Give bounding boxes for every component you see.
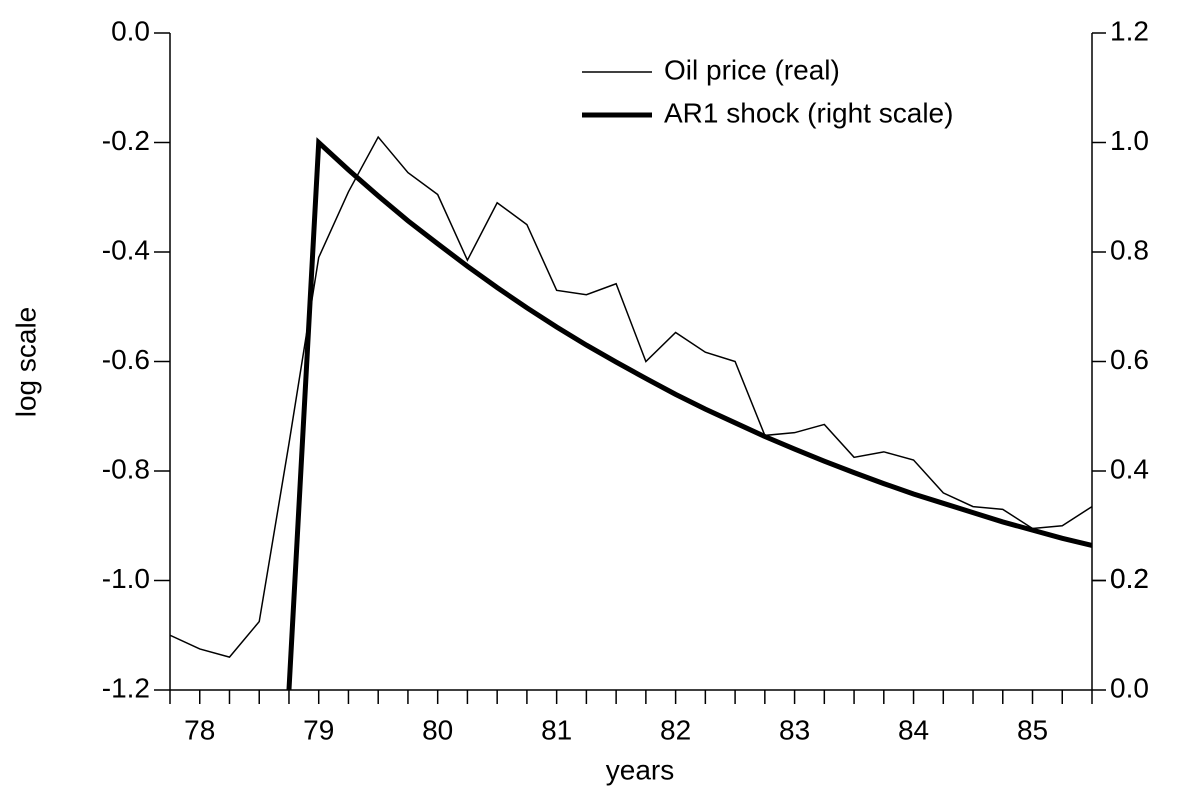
x-tick-label: 80	[422, 714, 453, 745]
y2-tick-label: 0.2	[1110, 563, 1149, 594]
legend-label: AR1 shock (right scale)	[664, 97, 953, 128]
y-axis-label: log scale	[10, 307, 41, 418]
x-tick-label: 78	[184, 714, 215, 745]
data-line	[169, 135, 1093, 659]
y2-tick-label: 0.8	[1110, 234, 1149, 265]
y-tick-label: -0.4	[102, 234, 150, 265]
y-tick-label: -1.2	[102, 672, 150, 703]
x-tick-label: 81	[541, 714, 572, 745]
y-tick-label: -0.2	[102, 125, 150, 156]
y2-tick-label: 1.2	[1110, 15, 1149, 46]
y2-tick-label: 1.0	[1110, 125, 1149, 156]
y-tick-label: -0.8	[102, 453, 150, 484]
y-tick-label: 0.0	[111, 15, 150, 46]
x-axis-label: years	[606, 754, 674, 785]
y-tick-label: -1.0	[102, 563, 150, 594]
y2-tick-label: 0.2	[1110, 563, 1149, 594]
x-tick-label: 83	[779, 714, 810, 745]
x-tick-label: 79	[303, 714, 334, 745]
x-tick-label: 85	[1017, 714, 1048, 745]
y2-tick-label: 0.6	[1110, 344, 1149, 375]
y2-tick-label: 0.4	[1110, 453, 1149, 484]
data-line	[286, 137, 1093, 691]
x-tick-label: 84	[898, 714, 929, 745]
legend-label: Oil price (real)	[664, 54, 840, 85]
y2-tick-label: 0.0	[1110, 672, 1149, 703]
x-tick-label: 82	[660, 714, 691, 745]
y-tick-label: -0.6	[102, 344, 150, 375]
